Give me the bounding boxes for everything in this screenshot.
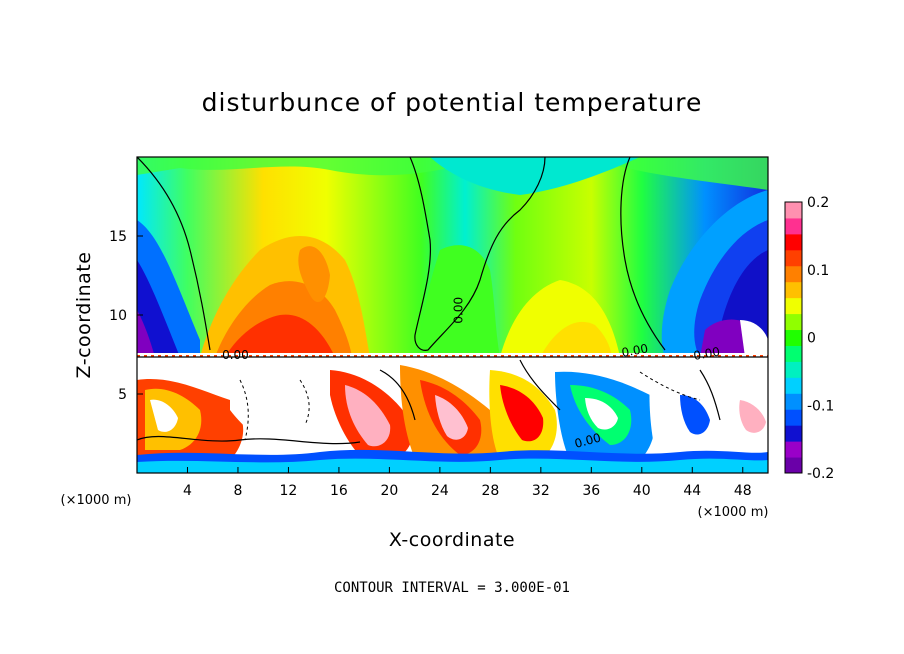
colorbar-tick-label: 0.2	[807, 195, 829, 211]
colorbar-swatch	[785, 393, 802, 410]
x-tick-label: 44	[683, 483, 701, 499]
colorbar-swatch	[785, 425, 802, 442]
colorbar-tick-label: -0.2	[807, 466, 834, 482]
colorbar-swatch	[785, 265, 802, 283]
contour-label: 0.00	[692, 345, 721, 363]
colorbar-swatch	[785, 377, 802, 394]
heatmap-field	[137, 157, 768, 473]
y-tick-label: 5	[118, 387, 127, 403]
x-unit-label-right: (×1000 m)	[698, 505, 769, 520]
contour-interval-note: CONTOUR INTERVAL = 3.000E-01	[334, 580, 570, 596]
colorbar-swatch	[785, 313, 802, 331]
colorbar-swatch	[785, 345, 802, 362]
colorbar-tick-label: -0.1	[807, 398, 834, 414]
colorbar	[784, 201, 803, 474]
x-tick-label: 24	[431, 483, 449, 499]
x-tick-label: 32	[532, 483, 550, 499]
colorbar-swatch	[785, 202, 802, 219]
x-tick-label: 4	[183, 483, 192, 499]
x-tick-label: 8	[233, 483, 242, 499]
y-tick-label: 15	[109, 229, 127, 245]
x-tick-label: 28	[481, 483, 499, 499]
contour-label: 0.00	[222, 348, 249, 362]
colorbar-swatch	[785, 409, 802, 426]
x-unit-label-left: (×1000 m)	[61, 493, 132, 508]
contour-label: 0.00	[452, 297, 466, 324]
colorbar-swatch	[785, 217, 802, 235]
y-axis-label: Z-coordinate	[73, 252, 95, 379]
colorbar-frame	[784, 201, 803, 474]
colorbar-swatch	[785, 441, 802, 458]
colorbar-swatch	[785, 457, 802, 474]
x-tick-label: 48	[734, 483, 752, 499]
x-tick-label: 36	[582, 483, 600, 499]
colorbar-swatch	[785, 297, 802, 315]
x-axis-label: X-coordinate	[389, 529, 515, 551]
x-axis-ticks: 4 8 12 16 20 24 28 32 36 40 44 48	[183, 467, 752, 499]
x-tick-label: 40	[633, 483, 651, 499]
colorbar-tick-label: 0	[807, 331, 816, 347]
y-tick-label: 10	[109, 308, 127, 324]
x-tick-label: 20	[380, 483, 398, 499]
colorbar-swatch	[785, 329, 802, 346]
y-axis-ticks: 5 10 15	[109, 229, 143, 403]
colorbar-swatch	[785, 281, 802, 299]
chart-title: disturbunce of potential temperature	[202, 88, 703, 117]
colorbar-tick-label: 0.1	[807, 263, 829, 279]
x-tick-label: 16	[330, 483, 348, 499]
x-tick-label: 12	[280, 483, 298, 499]
contour-label: 0.00	[573, 430, 602, 450]
colorbar-ticks: 0.2 0.1 0 -0.1 -0.2	[807, 195, 834, 482]
colorbar-swatch	[785, 361, 802, 378]
colorbar-swatch	[785, 233, 802, 251]
contour-label: 0.00	[620, 341, 649, 359]
contour-labels: 0.00 0.00 0.00 0.00 0.00	[222, 297, 721, 451]
colorbar-swatch	[785, 249, 802, 267]
